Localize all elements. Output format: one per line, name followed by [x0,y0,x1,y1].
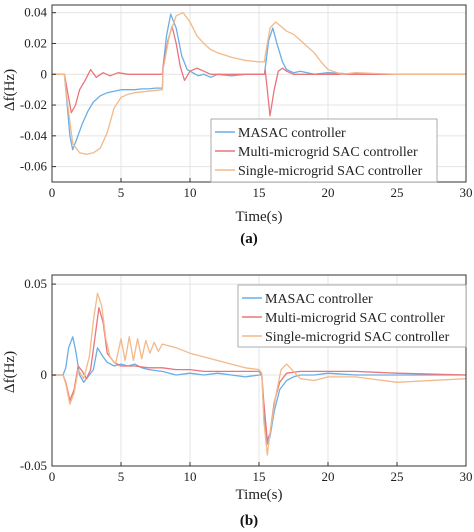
y-tick-label: -0.02 [20,97,47,112]
y-axis-label: Δf(Hz) [2,69,18,111]
y-tick-label: 0 [41,66,48,81]
x-tick-label: 10 [184,469,197,484]
series-line-single [52,292,466,456]
x-tick-label: 15 [253,185,266,200]
series-line-masac [52,13,466,151]
x-tick-label: 5 [118,469,125,484]
legend: MASAC controller Multi-microgrid SAC cont… [237,284,467,348]
y-axis-label: Δf(Hz) [2,351,18,393]
y-tick-label: 0.02 [24,35,47,50]
series-line-masac [52,336,466,445]
x-tick-label: 5 [118,185,125,200]
chart-panel-a: 0 5 10 15 20 25 30 0.04 0.02 0 -0.02 -0.04 -0.06 Time… [2,4,473,247]
legend-entry: MASAC controller [265,292,373,307]
legend-entry: Multi-microgrid SAC controller [238,145,418,160]
x-tick-label: 0 [49,469,56,484]
y-tick-label: 0.04 [24,5,47,20]
legend-entry: Single-microgrid SAC controller [238,164,423,179]
y-tick-label: -0.04 [20,128,48,143]
x-tick-label: 30 [460,469,473,484]
x-tick-label: 0 [49,185,56,200]
x-tick-label: 20 [322,469,335,484]
legend-entry: Single-microgrid SAC controller [265,330,450,345]
x-tick-label: 10 [184,185,197,200]
legend-entry: MASAC controller [238,126,346,141]
series-line-multi [52,307,466,442]
chart-panel-b: 0 5 10 15 20 25 300.050-0.05Time(s)Δf(Hz)(b)MA… [2,274,473,529]
y-tick-label: 0 [41,367,48,382]
y-tick-label: -0.06 [20,159,48,174]
x-tick-label: 25 [391,185,404,200]
series-line-multi [52,25,466,117]
x-tick-label: 20 [322,185,335,200]
x-axis-label: Time(s) [236,487,283,503]
y-tick-label: -0.05 [20,458,47,473]
legend-entry: Multi-microgrid SAC controller [265,311,445,326]
series-line-single [52,12,466,155]
panel-caption: (b) [240,513,258,529]
x-tick-label: 15 [253,469,266,484]
panel-caption: (a) [240,231,258,247]
y-tick-label: 0.05 [24,276,47,291]
legend: MASAC controller Multi-microgrid SAC cont… [210,118,438,183]
x-tick-label: 25 [391,469,404,484]
x-axis-label: Time(s) [236,209,283,225]
x-tick-label: 30 [460,185,473,200]
